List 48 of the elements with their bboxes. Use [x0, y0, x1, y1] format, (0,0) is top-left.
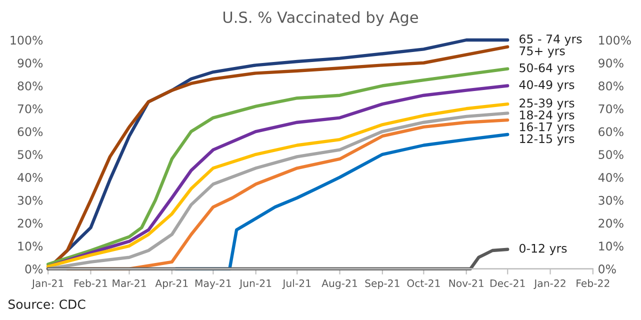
- series-label: 65 - 74 yrs: [520, 34, 582, 46]
- y-tick-label: 10%: [18, 242, 43, 251]
- y-tick-label: 0%: [25, 264, 43, 274]
- series-label: 12-15 yrs: [520, 134, 574, 146]
- y2-tick-label: 100%: [599, 36, 631, 45]
- y-tick-label: 70%: [18, 104, 43, 114]
- y-tick-label: 20%: [18, 218, 43, 228]
- x-tick-label: Mar-21: [112, 279, 146, 288]
- y-tick-label: 90%: [18, 58, 43, 68]
- series-label: 75+ yrs: [520, 46, 565, 58]
- x-tick-label: Dec-21: [490, 279, 525, 288]
- source-note: Source: CDC: [8, 300, 86, 309]
- series-label: 50-64 yrs: [520, 63, 574, 75]
- series-label: 40-49 yrs: [519, 80, 574, 92]
- x-tick-label: May-21: [196, 279, 231, 290]
- x-tick-label: Jan-22: [534, 279, 566, 289]
- x-tick-label: Jul-21: [282, 279, 311, 289]
- chart-title: U.S. % Vaccinated by Age: [224, 11, 418, 26]
- series-label: 0-12 yrs: [520, 244, 567, 256]
- y2-tick-label: 90%: [598, 58, 624, 68]
- x-tick-label: Feb-21: [74, 279, 108, 288]
- y2-tick-label: 50%: [598, 150, 624, 160]
- y2-tick-label: 20%: [598, 218, 624, 228]
- x-tick-label: Nov-21: [449, 279, 484, 288]
- y2-tick-label: 10%: [599, 242, 624, 251]
- y2-tick-label: 80%: [598, 81, 624, 90]
- x-tick-label: Apr-21: [155, 279, 188, 290]
- y2-tick-label: 30%: [598, 196, 624, 205]
- x-tick-label: Oct-21: [407, 279, 440, 288]
- y-tick-label: 50%: [18, 150, 43, 160]
- y-tick-label: 30%: [18, 196, 43, 205]
- y2-tick-label: 60%: [598, 127, 624, 136]
- y-tick-label: 80%: [18, 81, 43, 90]
- y2-tick-label: 70%: [598, 104, 624, 114]
- series-label: 18-24 yrs: [520, 110, 574, 122]
- y-tick-label: 60%: [18, 127, 43, 136]
- x-tick-label: Feb-22: [576, 279, 610, 288]
- series-label: 16-17 yrs: [520, 122, 574, 134]
- y2-tick-label: 0%: [598, 264, 616, 274]
- y-tick-label: 40%: [18, 173, 43, 182]
- y2-tick-label: 40%: [598, 173, 624, 182]
- series-label: 25-39 yrs: [520, 98, 574, 110]
- x-tick-label: Sep-21: [365, 279, 400, 290]
- x-tick-label: Aug-21: [322, 279, 358, 290]
- x-tick-label: Jan-21: [31, 279, 64, 289]
- x-tick-label: Jun-21: [239, 279, 272, 289]
- line-series: [46, 248, 510, 270]
- y-tick-label: 100%: [10, 36, 43, 45]
